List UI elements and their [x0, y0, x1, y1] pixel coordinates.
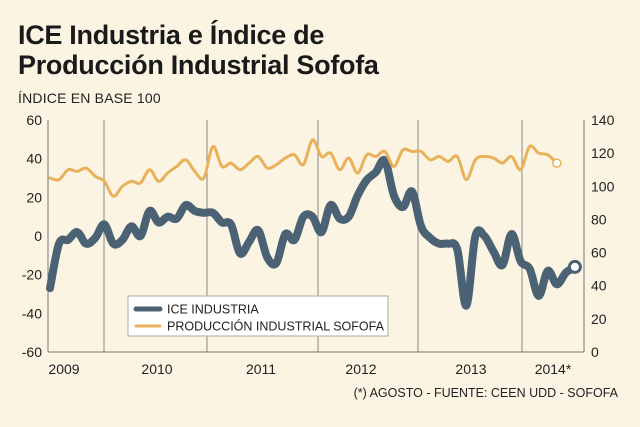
- y-right-tick-label: 40: [591, 278, 607, 294]
- x-tick-label: 2014*: [535, 361, 572, 377]
- grid-lines: [47, 120, 585, 353]
- series-line-1: [48, 138, 559, 198]
- legend-label-0: ICE INDUSTRIA: [167, 303, 259, 317]
- chart-legend: ICE INDUSTRIA PRODUCCIÓN INDUSTRIAL SOFOF…: [127, 295, 389, 337]
- y-right-tick-label: 60: [591, 245, 607, 261]
- series-lines: [46, 138, 582, 310]
- x-tick-label: 2012: [345, 361, 376, 377]
- y-right-tick-label: 20: [591, 311, 607, 327]
- y-right-tick-label: 140: [591, 112, 615, 128]
- chart-title-line-1: ICE Industria e Índice de: [18, 20, 325, 50]
- y-right-tick-label: 0: [591, 344, 599, 360]
- x-tick-label: 2011: [246, 361, 276, 377]
- chart-subtitle: ÍNDICE EN BASE 100: [18, 90, 161, 106]
- y-left-tick-label: -60: [22, 344, 42, 360]
- y-right-tick-label: 120: [591, 145, 615, 161]
- axis-ticks: -60 -40 -20 0 20 40 60 0 20 40 60 80 100 120 140 2009 20…: [22, 112, 615, 377]
- y-left-tick-label: 0: [34, 228, 42, 244]
- y-left-tick-label: -20: [22, 267, 42, 283]
- x-tick-label: 2010: [141, 361, 172, 377]
- y-right-tick-label: 80: [591, 211, 607, 227]
- chart-title-line-2: Producción Industrial Sofofa: [18, 50, 379, 80]
- x-tick-label: 2013: [455, 361, 486, 377]
- source-note: (*) AGOSTO - FUENTE: CEEN UDD - SOFOFA: [353, 386, 618, 400]
- series-end-marker-0: [567, 259, 582, 274]
- y-left-tick-label: 60: [26, 112, 42, 128]
- legend-box: [127, 295, 389, 337]
- legend-label-1: PRODUCCIÓN INDUSTRIAL SOFOFA: [167, 319, 385, 334]
- chart-title: ICE Industria e Índice de Producción Ind…: [18, 20, 379, 80]
- series-line-0: [46, 155, 579, 310]
- series-end-marker-1: [552, 158, 562, 168]
- y-left-tick-label: 40: [26, 151, 42, 167]
- y-left-tick-label: -40: [22, 305, 42, 321]
- y-left-tick-label: 20: [26, 189, 42, 205]
- x-tick-label: 2009: [48, 361, 79, 377]
- y-right-tick-label: 100: [591, 178, 615, 194]
